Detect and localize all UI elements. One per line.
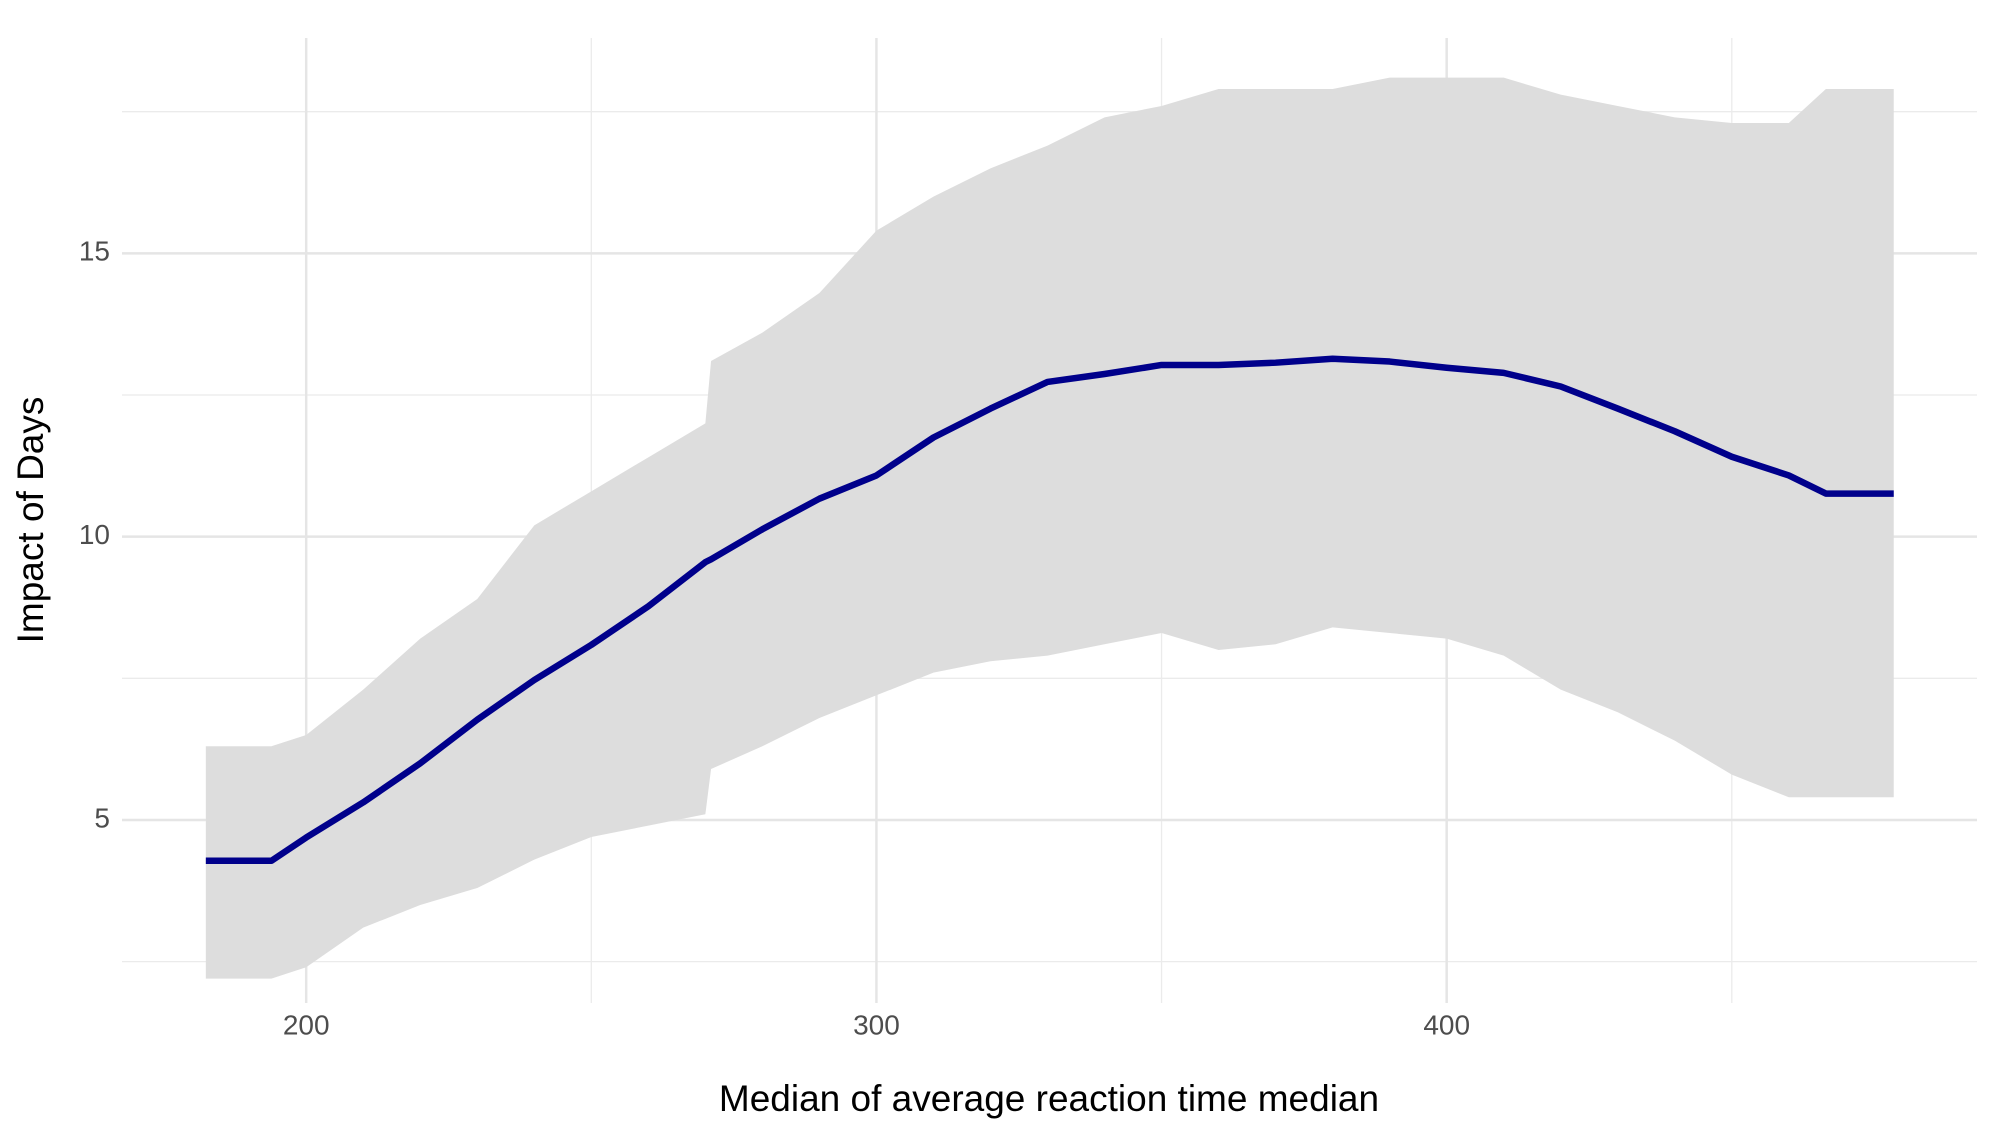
x-tick-label: 200 [283, 1009, 330, 1040]
x-axis-title: Median of average reaction time median [719, 1078, 1379, 1119]
y-tick-label: 10 [79, 519, 110, 550]
y-tick-label: 5 [94, 802, 110, 833]
line [205, 355, 1894, 865]
x-tick-label: 300 [853, 1009, 900, 1040]
y-tick-label: 15 [79, 236, 110, 267]
y-axis-title: Impact of Days [10, 397, 51, 644]
confidence-band [205, 77, 1894, 979]
x-tick-label: 400 [1423, 1009, 1470, 1040]
